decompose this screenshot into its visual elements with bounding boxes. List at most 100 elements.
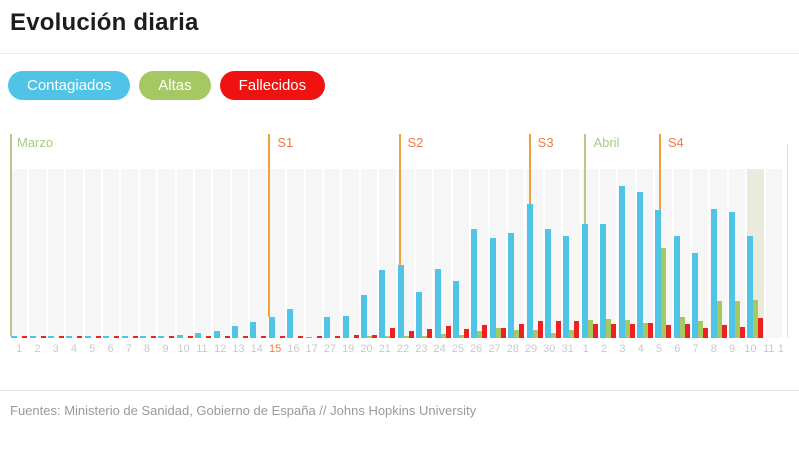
day-column[interactable] xyxy=(139,169,157,338)
bar-contagiados[interactable] xyxy=(342,316,349,338)
bar-fallecidos[interactable] xyxy=(721,325,727,338)
day-column[interactable] xyxy=(563,169,580,338)
bar-contagiados[interactable] xyxy=(103,336,110,338)
bar-fallecidos[interactable] xyxy=(169,336,175,338)
bar-contagiados[interactable] xyxy=(379,270,386,338)
bar-contagiados[interactable] xyxy=(600,224,607,338)
day-column[interactable] xyxy=(84,169,102,338)
bar-fallecidos[interactable] xyxy=(740,327,746,338)
day-column[interactable] xyxy=(471,169,488,338)
bar-contagiados[interactable] xyxy=(673,236,680,338)
bar-contagiados[interactable] xyxy=(195,333,202,338)
day-column[interactable] xyxy=(415,169,433,338)
bar-altas[interactable] xyxy=(495,328,501,338)
bar-contagiados[interactable] xyxy=(213,331,220,338)
day-column[interactable] xyxy=(655,169,672,338)
bar-contagiados[interactable] xyxy=(287,309,294,338)
day-column[interactable] xyxy=(176,169,194,338)
bar-fallecidos[interactable] xyxy=(353,335,359,338)
bar-fallecidos[interactable] xyxy=(95,336,101,338)
day-column[interactable] xyxy=(544,169,562,338)
bar-altas[interactable] xyxy=(366,336,372,338)
bar-altas[interactable] xyxy=(477,331,483,338)
bar-altas[interactable] xyxy=(698,321,704,338)
bar-contagiados[interactable] xyxy=(452,281,459,338)
day-column[interactable] xyxy=(158,169,175,338)
bar-contagiados[interactable] xyxy=(508,233,515,338)
bar-contagiados[interactable] xyxy=(48,336,55,338)
day-column[interactable] xyxy=(692,169,709,338)
day-column[interactable] xyxy=(66,169,83,338)
bar-altas[interactable] xyxy=(569,330,575,338)
bar-fallecidos[interactable] xyxy=(555,321,561,338)
bar-fallecidos[interactable] xyxy=(574,321,580,338)
bar-altas[interactable] xyxy=(514,330,520,338)
bar-fallecidos[interactable] xyxy=(187,336,193,338)
day-column[interactable] xyxy=(747,169,764,338)
bar-contagiados[interactable] xyxy=(176,335,183,338)
bar-altas[interactable] xyxy=(643,323,649,338)
bar-fallecidos[interactable] xyxy=(243,336,249,338)
bar-fallecidos[interactable] xyxy=(59,336,65,338)
bar-contagiados[interactable] xyxy=(655,210,662,338)
day-column[interactable] xyxy=(397,169,414,338)
bar-fallecidos[interactable] xyxy=(666,325,672,338)
day-column[interactable] xyxy=(29,169,46,338)
bar-fallecidos[interactable] xyxy=(408,331,414,338)
bar-fallecidos[interactable] xyxy=(629,324,635,338)
day-column[interactable] xyxy=(268,169,286,338)
bar-contagiados[interactable] xyxy=(434,269,441,338)
bar-altas[interactable] xyxy=(587,320,593,338)
bar-fallecidos[interactable] xyxy=(592,324,598,338)
bar-fallecidos[interactable] xyxy=(463,329,469,338)
day-column[interactable] xyxy=(710,169,727,338)
legend-pill-fallecidos[interactable]: Fallecidos xyxy=(219,71,326,100)
bar-contagiados[interactable] xyxy=(29,336,36,338)
bar-fallecidos[interactable] xyxy=(648,323,654,338)
bar-contagiados[interactable] xyxy=(268,317,275,338)
bar-contagiados[interactable] xyxy=(324,317,331,338)
bar-altas[interactable] xyxy=(606,319,612,338)
bar-contagiados[interactable] xyxy=(84,336,91,338)
bar-fallecidos[interactable] xyxy=(298,336,304,338)
bar-altas[interactable] xyxy=(532,330,538,338)
bar-fallecidos[interactable] xyxy=(206,336,212,338)
bar-altas[interactable] xyxy=(679,317,685,338)
bar-fallecidos[interactable] xyxy=(151,336,157,338)
bar-contagiados[interactable] xyxy=(66,336,73,338)
day-column[interactable] xyxy=(287,169,304,338)
bar-altas[interactable] xyxy=(458,335,464,338)
day-column[interactable] xyxy=(103,169,120,338)
day-column[interactable] xyxy=(11,169,28,338)
bar-fallecidos[interactable] xyxy=(316,336,322,338)
bar-altas[interactable] xyxy=(753,300,759,338)
bar-fallecidos[interactable] xyxy=(684,324,690,338)
day-column[interactable] xyxy=(47,169,65,338)
bar-contagiados[interactable] xyxy=(121,336,128,338)
day-column[interactable] xyxy=(636,169,654,338)
bar-fallecidos[interactable] xyxy=(390,328,396,338)
bar-fallecidos[interactable] xyxy=(279,336,285,338)
day-column[interactable] xyxy=(213,169,230,338)
bar-fallecidos[interactable] xyxy=(40,336,46,338)
day-column[interactable] xyxy=(452,169,470,338)
bar-fallecidos[interactable] xyxy=(261,336,267,338)
bar-contagiados[interactable] xyxy=(526,204,533,338)
bar-contagiados[interactable] xyxy=(618,186,625,338)
day-column[interactable] xyxy=(673,169,691,338)
bar-contagiados[interactable] xyxy=(729,212,736,338)
bar-contagiados[interactable] xyxy=(692,253,699,338)
day-column[interactable] xyxy=(600,169,617,338)
bar-fallecidos[interactable] xyxy=(114,336,120,338)
bar-fallecidos[interactable] xyxy=(500,328,506,338)
bar-contagiados[interactable] xyxy=(158,336,165,338)
bar-contagiados[interactable] xyxy=(637,192,644,338)
bar-altas[interactable] xyxy=(624,320,630,338)
bar-contagiados[interactable] xyxy=(489,238,496,338)
bar-altas[interactable] xyxy=(440,334,446,338)
bar-fallecidos[interactable] xyxy=(445,326,451,338)
legend-pill-altas[interactable]: Altas xyxy=(139,71,211,100)
bar-contagiados[interactable] xyxy=(11,336,18,338)
bar-contagiados[interactable] xyxy=(581,224,588,338)
bar-fallecidos[interactable] xyxy=(537,321,543,338)
